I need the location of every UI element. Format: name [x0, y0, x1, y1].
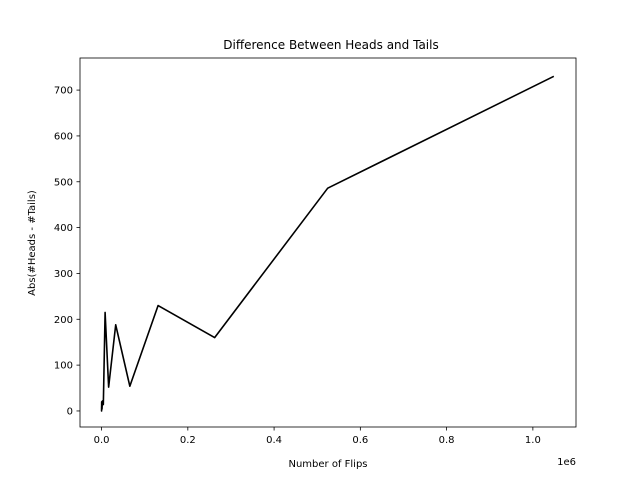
x-tick-label: 0.4 [266, 435, 282, 446]
y-tick-label: 0 [67, 406, 73, 417]
chart-title: Difference Between Heads and Tails [223, 38, 438, 52]
y-tick-label: 300 [54, 269, 73, 280]
y-tick-label: 500 [54, 177, 73, 188]
x-tick-label: 0.2 [180, 435, 196, 446]
x-axis-offset-label: 1e6 [557, 457, 576, 468]
x-tick-label: 1.0 [525, 435, 541, 446]
y-axis-label: Abs(#Heads - #Tails) [27, 190, 38, 296]
x-axis-label: Number of Flips [288, 459, 367, 470]
y-tick-label: 100 [54, 361, 73, 372]
y-tick-label: 200 [54, 315, 73, 326]
x-axis-ticks: 0.0 0.2 0.4 0.6 0.8 1.0 [94, 427, 541, 446]
x-tick-label: 0.8 [439, 435, 455, 446]
y-tick-label: 400 [54, 223, 73, 234]
x-tick-label: 0.0 [94, 435, 110, 446]
axes-frame [79, 57, 577, 428]
x-tick-label: 0.6 [352, 435, 368, 446]
y-axis-ticks: 0 100 200 300 400 500 600 700 [54, 86, 80, 417]
y-tick-label: 700 [54, 86, 73, 97]
series-line [100, 75, 555, 412]
y-tick-label: 600 [54, 131, 73, 142]
